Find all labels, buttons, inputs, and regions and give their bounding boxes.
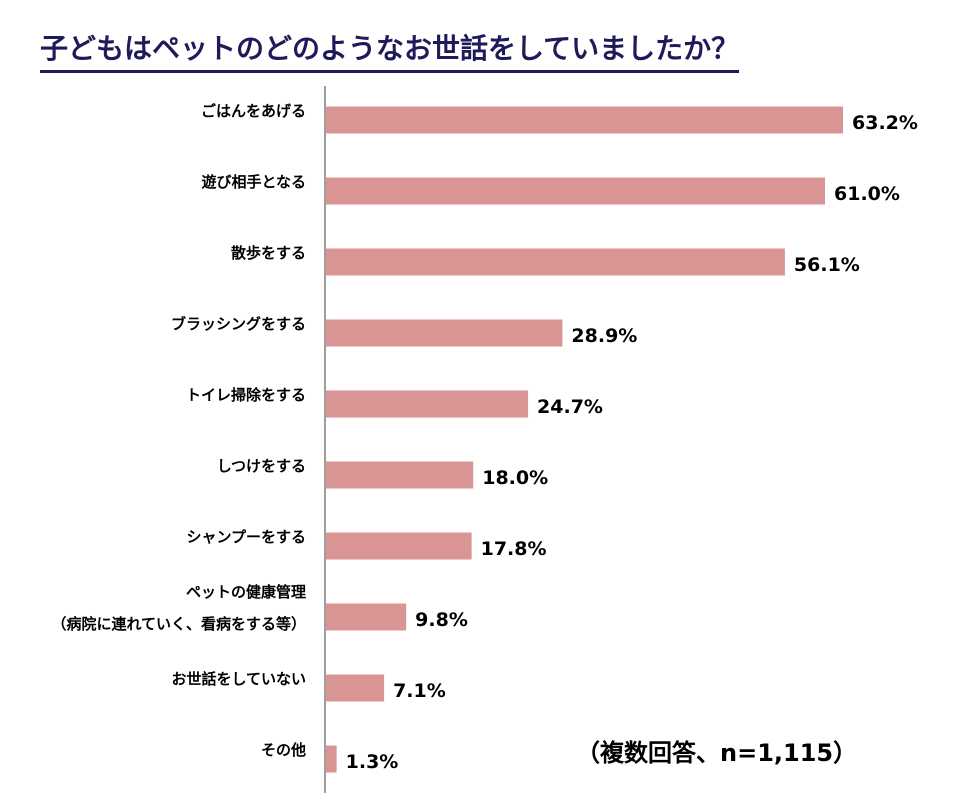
bar — [326, 674, 385, 702]
value-label: 1.3% — [346, 751, 399, 773]
category-label: お世話をしていない — [171, 670, 306, 688]
category-label: ペットの健康管理 — [186, 583, 306, 601]
bar — [326, 390, 529, 418]
value-label: 18.0% — [482, 467, 548, 489]
bar — [326, 106, 843, 134]
chart-title: 子どもはペットのどのようなお世話をしていましたか？ — [40, 30, 740, 73]
category-label: シャンプーをする — [186, 528, 306, 546]
bar — [326, 603, 407, 631]
category-label: トイレ掃除をする — [186, 386, 306, 404]
category-label: 散歩をする — [231, 244, 306, 262]
value-label: 56.1% — [794, 254, 860, 276]
category-label: しつけをする — [217, 457, 306, 475]
bar — [326, 532, 472, 560]
bar — [326, 461, 474, 489]
sample-note: （複数回答、n=1,115） — [576, 739, 858, 767]
value-label: 9.8% — [415, 609, 468, 631]
value-label: 17.8% — [481, 538, 547, 560]
category-label: その他 — [261, 741, 306, 759]
category-label: 遊び相手となる — [201, 173, 306, 191]
bar — [326, 745, 337, 773]
bar — [326, 177, 826, 205]
bar — [326, 319, 563, 347]
category-label: ごはんをあげる — [201, 102, 306, 120]
value-label: 63.2% — [852, 112, 918, 134]
value-label: 61.0% — [834, 183, 900, 205]
value-label: 7.1% — [393, 680, 446, 702]
category-label: ブラッシングをする — [171, 315, 306, 333]
bar — [326, 248, 785, 276]
category-label: （病院に連れていく、看病をする等） — [51, 615, 306, 633]
value-label: 28.9% — [571, 325, 637, 347]
value-label: 24.7% — [537, 396, 603, 418]
